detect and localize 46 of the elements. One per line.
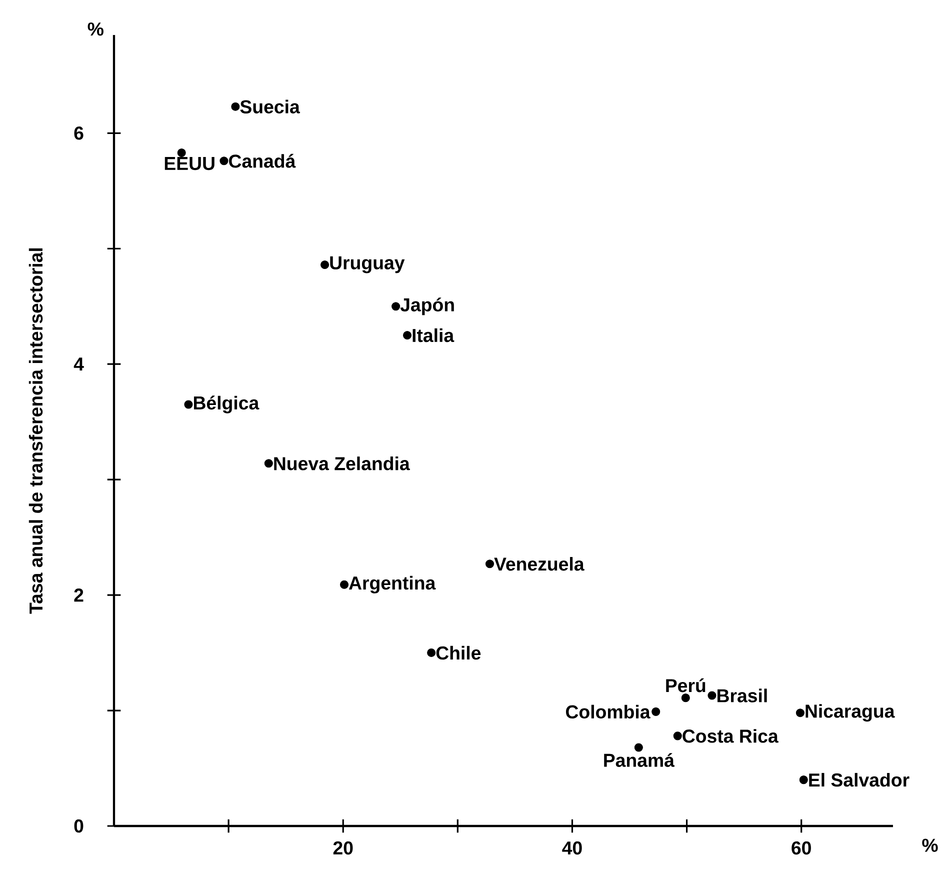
point — [673, 732, 682, 740]
x-tick-label: 60 — [792, 841, 811, 855]
point — [340, 580, 349, 589]
annotation: Japón — [400, 298, 454, 316]
point — [320, 260, 330, 270]
annotation: Chile — [436, 646, 481, 660]
point — [708, 691, 716, 700]
annotation: Suecia — [240, 100, 300, 114]
point — [652, 707, 660, 716]
annotation: Nicaragua — [806, 704, 895, 722]
point — [799, 776, 808, 784]
annotation: Argentina — [348, 576, 436, 594]
point — [264, 459, 273, 468]
annotation: Canadá — [229, 154, 296, 168]
annotation: Italia — [412, 328, 454, 342]
text: % — [88, 22, 104, 36]
point — [634, 743, 643, 752]
annotation: Panamá — [604, 753, 675, 767]
point — [392, 302, 400, 311]
y-axis-title: Tasa anual de transferencia intersectorial — [28, 248, 43, 614]
point — [402, 330, 412, 340]
y-tick-label: 2 — [74, 588, 84, 602]
annotation: El Salvador — [809, 772, 910, 787]
point — [427, 648, 436, 658]
point — [177, 148, 186, 158]
annotation: Uruguay — [330, 256, 405, 274]
annotation: Venezuela — [494, 557, 584, 571]
annotation: Perú — [666, 678, 706, 692]
annotation: Brasil — [718, 688, 767, 702]
annotation: Colombia — [566, 704, 650, 719]
point — [796, 708, 804, 718]
x-axis-title: % — [922, 838, 938, 852]
y-tick-label: 4 — [74, 358, 84, 371]
point — [184, 400, 193, 409]
y-tick-label: 6 — [74, 126, 84, 140]
annotation: Nueva Zelandia — [274, 456, 410, 470]
annotation: EEUU — [164, 157, 214, 170]
point — [681, 694, 690, 702]
annotation: Bélgica — [194, 396, 260, 414]
y-tick-label: 0 — [74, 819, 84, 833]
point — [220, 156, 228, 166]
annotation: Costa Rica — [682, 729, 778, 743]
x-tick-label: 20 — [333, 841, 353, 855]
point — [485, 560, 494, 568]
x-tick-label: 40 — [562, 841, 582, 855]
point — [231, 102, 240, 111]
